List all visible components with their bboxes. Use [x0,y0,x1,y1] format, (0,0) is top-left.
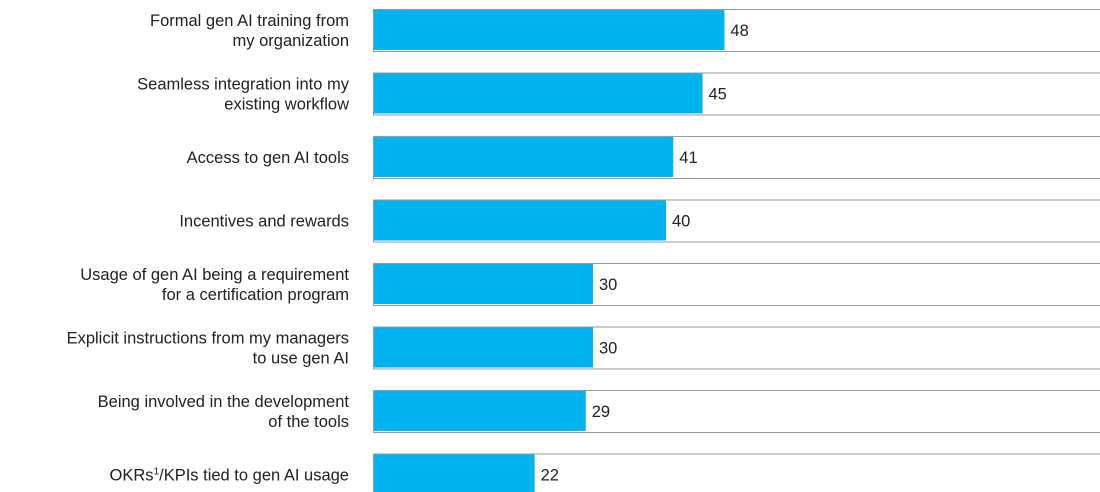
bar [374,264,593,304]
bar [374,454,535,492]
bar [374,200,666,241]
category-label: Incentives and rewards [179,213,349,231]
category-label: Usage of gen AI being a requirement [80,266,349,284]
bar [374,327,593,368]
category-label: Formal gen AI training from [150,12,349,30]
category-label: Access to gen AI tools [187,149,349,167]
category-label: of the tools [268,413,349,431]
category-label: Being involved in the development [98,393,350,411]
value-label: 48 [730,22,748,40]
value-label: 40 [672,213,690,231]
bar [374,391,586,431]
category-label: my organization [233,32,349,50]
value-label: 30 [599,276,617,294]
category-label: Seamless integration into my [137,76,350,94]
category-label: for a certification program [162,286,349,304]
value-label: 22 [541,467,559,485]
category-label: existing workflow [224,96,349,114]
bar [374,137,674,177]
value-label: 45 [709,86,727,104]
category-label: Explicit instructions from my managers [67,330,349,348]
value-label: 30 [599,340,617,358]
category-label: OKRs1/KPIs tied to gen AI usage [110,467,349,485]
bar [374,10,725,50]
value-label: 41 [679,149,697,167]
value-label: 29 [592,403,610,421]
bar [374,73,703,114]
category-label: to use gen AI [253,350,349,368]
